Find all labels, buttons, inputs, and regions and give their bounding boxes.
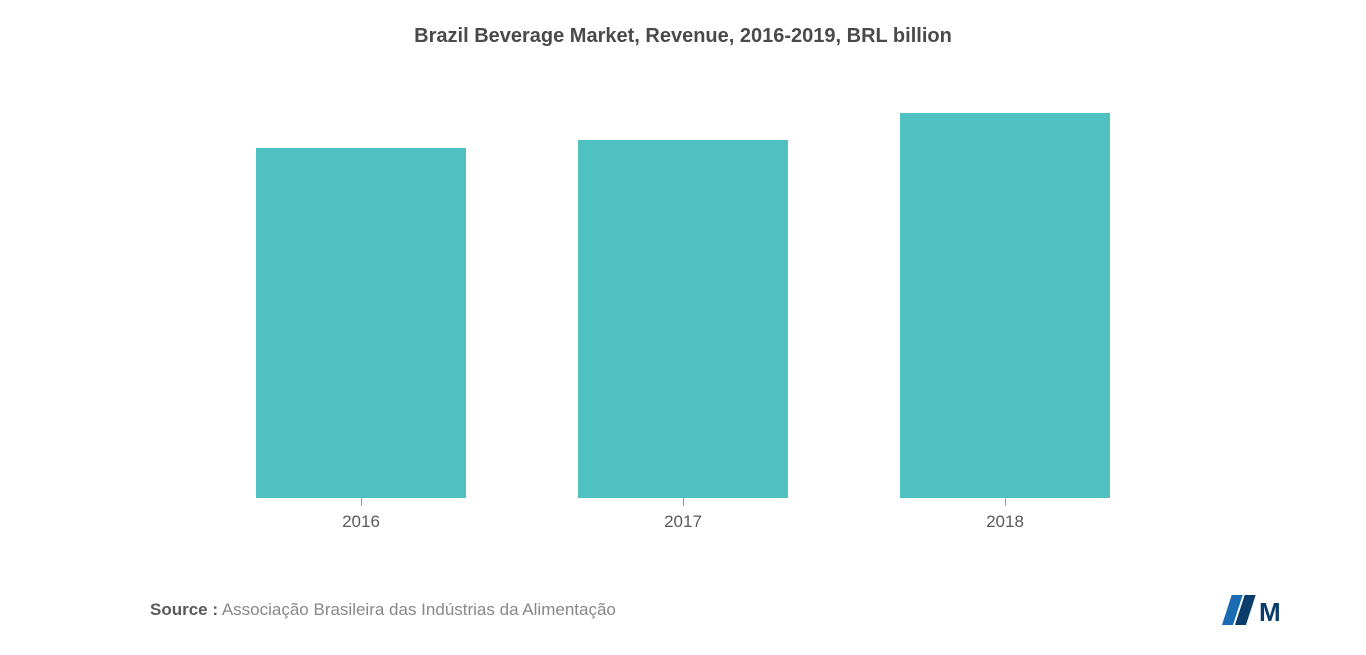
tick-group-1: 2017 <box>573 498 793 532</box>
source-label: Source : <box>150 600 218 619</box>
chart-title: Brazil Beverage Market, Revenue, 2016-20… <box>60 25 1306 48</box>
source-line: Source : Associação Brasileira das Indús… <box>150 600 616 620</box>
bar-2 <box>900 113 1110 498</box>
bar-group-1 <box>573 140 793 498</box>
bar-group-2 <box>895 113 1115 498</box>
svg-text:M: M <box>1259 597 1281 627</box>
source-text: Associação Brasileira das Indústrias da … <box>218 600 616 619</box>
tick-label-2: 2018 <box>986 512 1024 532</box>
tick-mark-2 <box>1005 498 1006 506</box>
tick-label-0: 2016 <box>342 512 380 532</box>
tick-group-2: 2018 <box>895 498 1115 532</box>
bar-0 <box>256 148 466 498</box>
tick-group-0: 2016 <box>251 498 471 532</box>
x-axis: 2016 2017 2018 <box>60 498 1306 532</box>
bar-1 <box>578 140 788 498</box>
plot-area <box>60 98 1306 498</box>
brand-logo: M <box>1221 591 1281 627</box>
bar-group-0 <box>251 148 471 498</box>
tick-mark-0 <box>361 498 362 506</box>
tick-mark-1 <box>683 498 684 506</box>
chart-container: Brazil Beverage Market, Revenue, 2016-20… <box>0 0 1366 655</box>
tick-label-1: 2017 <box>664 512 702 532</box>
